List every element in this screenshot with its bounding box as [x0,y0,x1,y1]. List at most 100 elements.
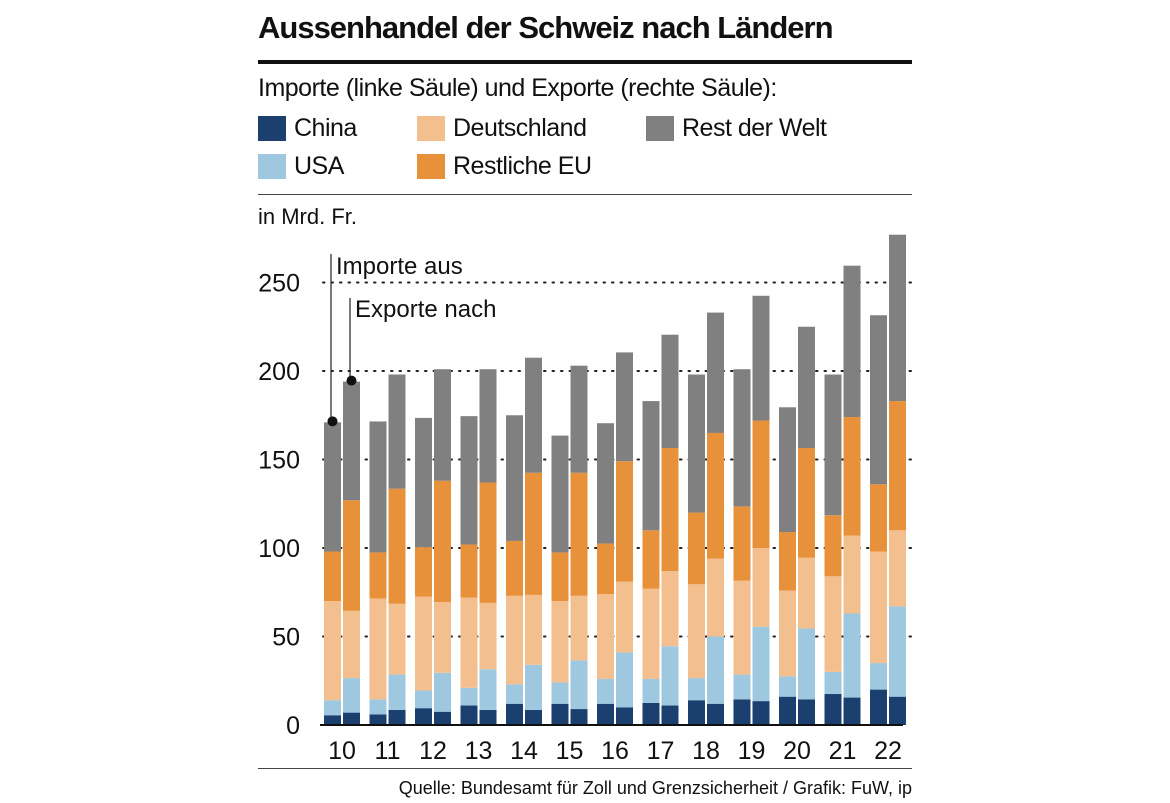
bar-exports-21-deutschland [843,535,861,614]
bar-exports-22-rest-der-welt [889,234,906,402]
x-tick-label-14: 14 [510,737,538,765]
legend-label-china: China [294,114,357,142]
bar-imports-11-china [369,714,387,725]
bar-exports-15-china [570,709,588,725]
bar-imports-14-rest-der-welt [506,415,523,541]
x-tick-label-20: 20 [783,737,811,765]
legend-item-china: China [258,114,357,143]
bar-exports-22-restliche-eu [889,401,906,531]
x-tick-label-12: 12 [419,737,447,765]
bar-exports-13-rest-der-welt [479,369,497,483]
bar-imports-15-china [551,703,569,725]
bar-exports-17-rest-der-welt [661,334,679,448]
bar-exports-14-restliche-eu [525,472,542,595]
legend-swatch-china [258,116,286,141]
bar-imports-13-china [460,705,478,725]
bar-exports-18-restliche-eu [707,432,724,559]
x-tick-label-21: 21 [829,737,857,765]
bar-exports-17-china [661,705,679,725]
bar-exports-11-restliche-eu [388,488,406,604]
chart-subtitle: Importe (linke Säule) und Exporte (recht… [258,74,777,102]
bar-exports-17-usa [661,646,679,706]
bar-imports-17-usa [642,678,660,703]
bar-imports-22-restliche-eu [870,484,887,552]
bar-exports-10-restliche-eu [343,500,360,611]
bar-exports-20-rest-der-welt [798,326,815,448]
bar-imports-12-china [415,708,432,725]
bar-imports-20-deutschland [779,590,796,677]
x-tick-label-18: 18 [692,737,720,765]
legend-item-restliche-eu: Restliche EU [417,152,592,181]
bar-imports-20-rest-der-welt [779,407,796,533]
annotation-imports: Importe aus [336,253,463,280]
bar-exports-12-restliche-eu [434,480,451,602]
bar-imports-21-deutschland [824,576,842,672]
bar-exports-11-usa [388,674,406,710]
bar-exports-10-usa [343,678,360,713]
bar-imports-18-deutschland [688,584,705,679]
bar-exports-10-china [343,712,360,725]
bar-exports-16-deutschland [616,581,633,653]
bar-exports-17-deutschland [661,571,679,647]
bar-exports-20-usa [798,628,815,700]
bar-exports-15-usa [570,660,588,710]
bar-exports-19-restliche-eu [752,420,770,548]
bar-exports-21-usa [843,613,861,698]
bar-imports-17-restliche-eu [642,530,660,589]
bar-exports-15-restliche-eu [570,472,588,596]
annotation-exports: Exporte nach [355,296,496,323]
bar-exports-18-rest-der-welt [707,312,724,433]
y-tick-label-150: 150 [258,447,300,475]
bar-imports-19-usa [733,674,751,700]
bar-imports-12-deutschland [415,596,432,691]
annotation-dot-imports [327,416,338,427]
legend-label-deutschland: Deutschland [453,114,587,142]
bar-imports-11-deutschland [369,598,387,700]
x-tick-label-17: 17 [647,737,675,765]
bar-exports-19-rest-der-welt [752,295,770,421]
bar-imports-16-restliche-eu [597,543,614,595]
bar-imports-14-restliche-eu [506,540,523,596]
y-tick-label-100: 100 [258,535,300,563]
bar-exports-15-deutschland [570,595,588,661]
bar-exports-16-rest-der-welt [616,352,633,462]
x-tick-label-16: 16 [601,737,629,765]
x-tick-label-15: 15 [556,737,584,765]
bar-exports-14-deutschland [525,594,542,665]
bar-exports-16-china [616,707,633,725]
bar-imports-14-deutschland [506,595,523,685]
legend-item-rest-der-welt: Rest der Welt [646,114,827,143]
legend-label-usa: USA [294,152,344,180]
bar-exports-19-usa [752,626,770,702]
bar-imports-13-usa [460,687,478,706]
bar-imports-10-deutschland [324,601,341,701]
bar-imports-18-restliche-eu [688,512,705,585]
bar-imports-15-rest-der-welt [551,435,569,553]
bar-exports-17-restliche-eu [661,447,679,572]
bar-imports-16-rest-der-welt [597,423,614,544]
bar-imports-14-usa [506,684,523,704]
x-tick-label-13: 13 [465,737,493,765]
bar-exports-14-usa [525,664,542,710]
y-tick-label-0: 0 [286,712,300,740]
bar-imports-15-deutschland [551,601,569,683]
bar-exports-22-usa [889,606,906,697]
bar-imports-10-china [324,715,341,725]
bar-exports-10-rest-der-welt [343,381,360,501]
bar-exports-16-usa [616,652,633,708]
bar-imports-19-restliche-eu [733,506,751,581]
bar-imports-14-china [506,703,523,725]
bar-imports-10-usa [324,700,341,716]
bar-exports-12-rest-der-welt [434,369,451,481]
bar-imports-18-rest-der-welt [688,374,705,513]
bar-exports-10-deutschland [343,610,360,679]
x-tick-label-10: 10 [328,737,356,765]
bar-imports-22-china [870,689,887,725]
bar-exports-11-rest-der-welt [388,374,406,489]
bar-imports-13-rest-der-welt [460,416,478,545]
bar-imports-12-usa [415,690,432,709]
bar-imports-18-china [688,700,705,725]
legend-label-rest-der-welt: Rest der Welt [682,114,827,142]
bar-imports-19-china [733,699,751,725]
